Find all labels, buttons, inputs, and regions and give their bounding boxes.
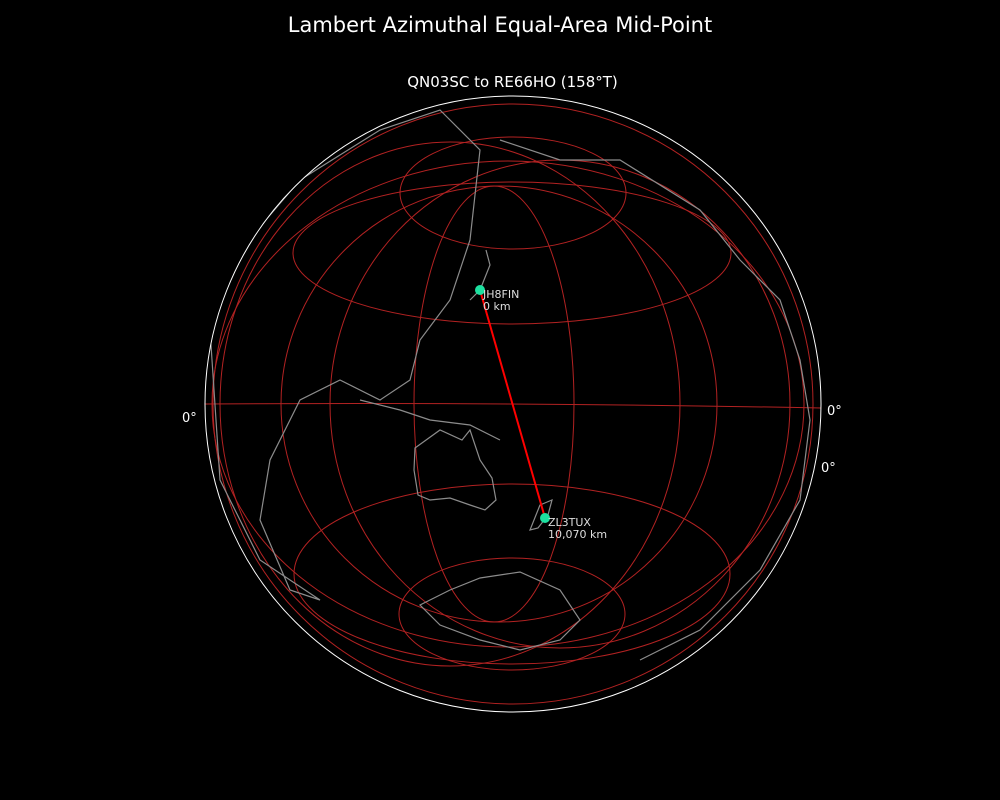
- station-distance: 10,070 km: [548, 528, 608, 541]
- parallel-line: [293, 483, 731, 665]
- parallel-line: [398, 557, 626, 671]
- map-subtitle: QN03SC to RE66HO (158°T): [407, 73, 618, 91]
- graticule-label-left: 0°: [182, 411, 197, 426]
- graticule-label-right-lower: 0°: [821, 461, 836, 476]
- parallel-line: [292, 181, 732, 325]
- americas-coast: [499, 139, 811, 661]
- station-label-start: JH8FIN 0 km: [483, 289, 519, 313]
- map-title: Lambert Azimuthal Equal-Area Mid-Point: [287, 13, 713, 37]
- parallel-line: [399, 136, 627, 250]
- station-marker-start[interactable]: [475, 285, 485, 295]
- meridian-line: [212, 103, 814, 705]
- asia-coast: [209, 109, 481, 601]
- great-circle-path: [479, 289, 546, 519]
- antarctica-coast: [418, 571, 581, 651]
- station-call: ZL3TUX: [548, 516, 591, 529]
- graticule: [205, 103, 821, 705]
- station-call: JH8FIN: [483, 288, 520, 301]
- meridian-line: [219, 141, 681, 667]
- globe-limb: [204, 95, 822, 713]
- station-marker-end[interactable]: [540, 513, 550, 523]
- station-label-end: ZL3TUX 10,070 km: [548, 517, 607, 541]
- station-distance: 0 km: [483, 300, 511, 313]
- indonesia-coast: [359, 399, 501, 441]
- graticule-label-right: 0°: [827, 404, 842, 419]
- meridian-line: [280, 185, 718, 623]
- australia-coast: [413, 428, 497, 511]
- japan-coast: [469, 249, 491, 301]
- coastlines: [209, 109, 811, 661]
